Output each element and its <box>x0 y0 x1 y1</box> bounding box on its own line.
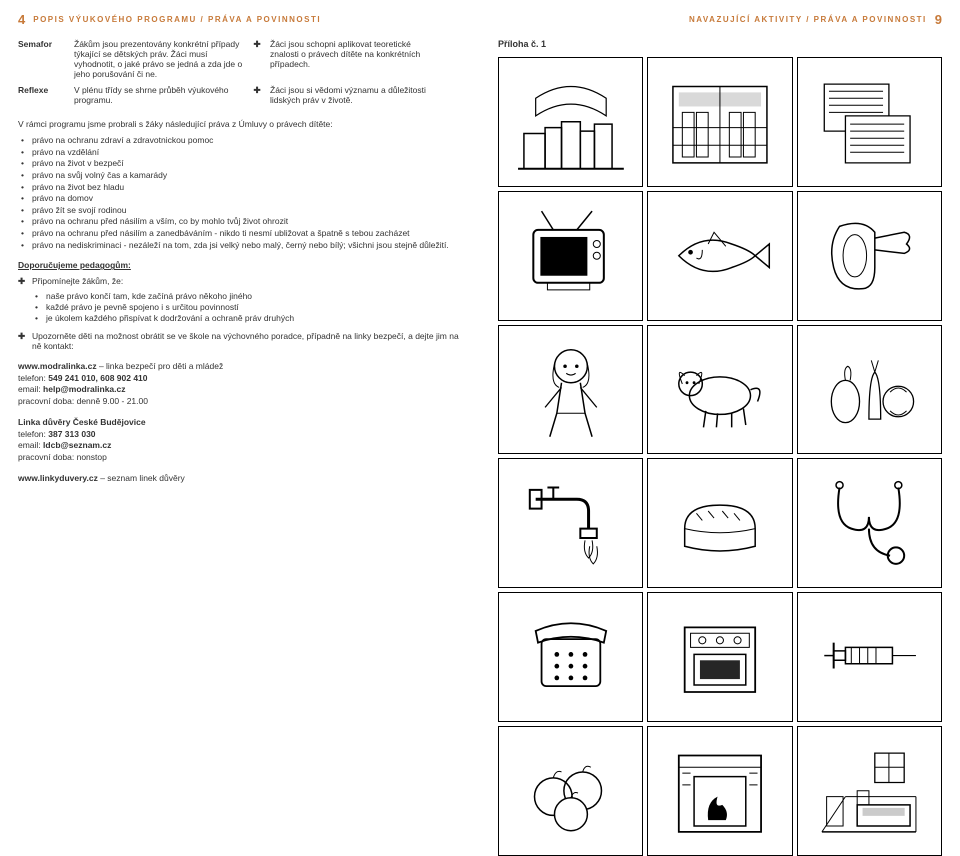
rights-item: právo na vzdělání <box>18 147 462 158</box>
c3-www-after: – seznam linek důvěry <box>98 473 185 483</box>
sub-bullet-list: naše právo končí tam, kde začíná právo n… <box>18 291 462 323</box>
activity-table: Semafor Žákům jsou prezentovány konkrétn… <box>18 39 462 105</box>
row2-mark: ✚ <box>250 85 264 105</box>
cross1-text: Připomínejte žákům, že: <box>32 276 462 287</box>
syringe-icon <box>803 598 935 716</box>
left-page: 4 POPIS VÝUKOVÉHO PROGRAMU / PRÁVA A POV… <box>0 0 480 660</box>
c2-tel: 387 313 030 <box>48 429 95 439</box>
picture-cell-fireplace <box>647 726 792 856</box>
picture-cell-newspapers <box>797 57 942 187</box>
left-page-number: 4 <box>18 12 25 27</box>
priloha-label: Příloha č. 1 <box>498 39 942 49</box>
c2-title: Linka důvěry České Budějovice <box>18 417 462 428</box>
contact-block-3: www.linkyduvery.cz – seznam linek důvěry <box>18 473 462 484</box>
bread-icon <box>654 464 786 582</box>
c1-tel: 549 241 010, 608 902 410 <box>48 373 147 383</box>
rights-item: právo na nediskriminaci - nezáleží na to… <box>18 240 462 251</box>
c2-hours: pracovní doba: nonstop <box>18 452 462 463</box>
c1-email-label: email: <box>18 384 43 394</box>
left-header-title: POPIS VÝUKOVÉHO PROGRAMU / PRÁVA A POVIN… <box>33 15 321 24</box>
row1-label: Semafor <box>18 39 68 79</box>
row2-label: Reflexe <box>18 85 68 105</box>
dog-icon <box>654 331 786 449</box>
rights-item: právo na ochranu zdraví a zdravotnickou … <box>18 135 462 146</box>
c2-email: ldcb@seznam.cz <box>43 440 111 450</box>
row2-colA: V plénu třídy se shrne průběh výukové­ho… <box>74 85 244 105</box>
rights-item: právo na život bez hladu <box>18 182 462 193</box>
sub-bullet-item: je úkolem každého přispívat k dodržování… <box>32 313 462 323</box>
newspapers-icon <box>803 63 935 181</box>
rights-item: právo na život v bezpečí <box>18 158 462 169</box>
stethoscope-icon <box>803 464 935 582</box>
picture-cell-fish <box>647 191 792 321</box>
cross-item-2: ✚ Upozorněte děti na možnost obrátit se … <box>18 331 462 351</box>
bedroom-icon <box>803 732 935 850</box>
cross2-mark: ✚ <box>18 331 32 351</box>
picture-cell-bookstore <box>647 57 792 187</box>
stove-icon <box>654 598 786 716</box>
picture-cell-vegetables <box>797 325 942 455</box>
picture-cell-tv <box>498 191 643 321</box>
row1-colA: Žákům jsou prezentovány konkrétní případ… <box>74 39 244 79</box>
picture-cell-dog <box>647 325 792 455</box>
picture-cell-apples <box>498 726 643 856</box>
telephone-icon <box>505 598 637 716</box>
c1-hours: pracovní doba: denně 9.00 - 21.00 <box>18 396 462 407</box>
picture-cell-stethoscope <box>797 458 942 588</box>
picture-cell-telephone <box>498 592 643 722</box>
recommend-title: Doporučujeme pedagogům: <box>18 260 462 270</box>
left-header: 4 POPIS VÝUKOVÉHO PROGRAMU / PRÁVA A POV… <box>18 12 462 27</box>
fireplace-icon <box>654 732 786 850</box>
right-page-number: 9 <box>935 12 942 27</box>
right-header-title: NAVAZUJÍCÍ AKTIVITY / PRÁVA A POVINNOSTI <box>689 15 927 24</box>
c2-tel-label: telefon: <box>18 429 48 439</box>
cross-item-1: ✚ Připomínejte žákům, že: <box>18 276 462 287</box>
picture-grid <box>498 57 942 856</box>
picture-cell-syringe <box>797 592 942 722</box>
contact-block-1: www.modralinka.cz – linka bezpečí pro dě… <box>18 361 462 407</box>
cross1-mark: ✚ <box>18 276 32 287</box>
row2-colB: Žáci jsou si vědomi významu a dů­ležitos… <box>270 85 440 105</box>
c1-www-after: – linka bezpečí pro děti a mládež <box>97 361 224 371</box>
fish-icon <box>654 197 786 315</box>
picture-cell-bedroom <box>797 726 942 856</box>
c1-www: www.modralinka.cz <box>18 361 97 371</box>
rights-item: právo na ochranu před násilím a zanedbáv… <box>18 228 462 239</box>
sub-bullet-item: každé právo je pevně spojeno i s určitou… <box>32 302 462 312</box>
bookstore-icon <box>654 63 786 181</box>
picture-cell-books <box>498 57 643 187</box>
right-page: NAVAZUJÍCÍ AKTIVITY / PRÁVA A POVINNOSTI… <box>480 0 960 660</box>
rights-item: právo na svůj volný čas a kamarády <box>18 170 462 181</box>
rights-item: právo na domov <box>18 193 462 204</box>
apples-icon <box>505 732 637 850</box>
c1-tel-label: telefon: <box>18 373 48 383</box>
right-header: NAVAZUJÍCÍ AKTIVITY / PRÁVA A POVINNOSTI… <box>498 12 942 27</box>
contact-block-2: Linka důvěry České Budějovice telefon: 3… <box>18 417 462 463</box>
vegetables-icon <box>803 331 935 449</box>
row1-mark: ✚ <box>250 39 264 79</box>
tap-icon <box>505 464 637 582</box>
rights-list: právo na ochranu zdraví a zdravotnickou … <box>18 135 462 250</box>
c3-www: www.linkyduvery.cz <box>18 473 98 483</box>
rights-item: právo žít se svojí rodinou <box>18 205 462 216</box>
c1-email: help@modralinka.cz <box>43 384 125 394</box>
rights-item: právo na ochranu před násilím a vším, co… <box>18 216 462 227</box>
c2-email-label: email: <box>18 440 43 450</box>
picture-cell-meat <box>797 191 942 321</box>
cross2-text: Upozorněte děti na možnost obrátit se ve… <box>32 331 462 351</box>
girl-icon <box>505 331 637 449</box>
meat-icon <box>803 197 935 315</box>
picture-cell-stove <box>647 592 792 722</box>
tv-icon <box>505 197 637 315</box>
picture-cell-girl <box>498 325 643 455</box>
books-icon <box>505 63 637 181</box>
row1-colB: Žáci jsou schopni aplikovat teoretické z… <box>270 39 440 79</box>
intro-text: V rámci programu jsme probrali s žáky ná… <box>18 119 462 129</box>
picture-cell-tap <box>498 458 643 588</box>
picture-cell-bread <box>647 458 792 588</box>
sub-bullet-item: naše právo končí tam, kde začíná právo n… <box>32 291 462 301</box>
